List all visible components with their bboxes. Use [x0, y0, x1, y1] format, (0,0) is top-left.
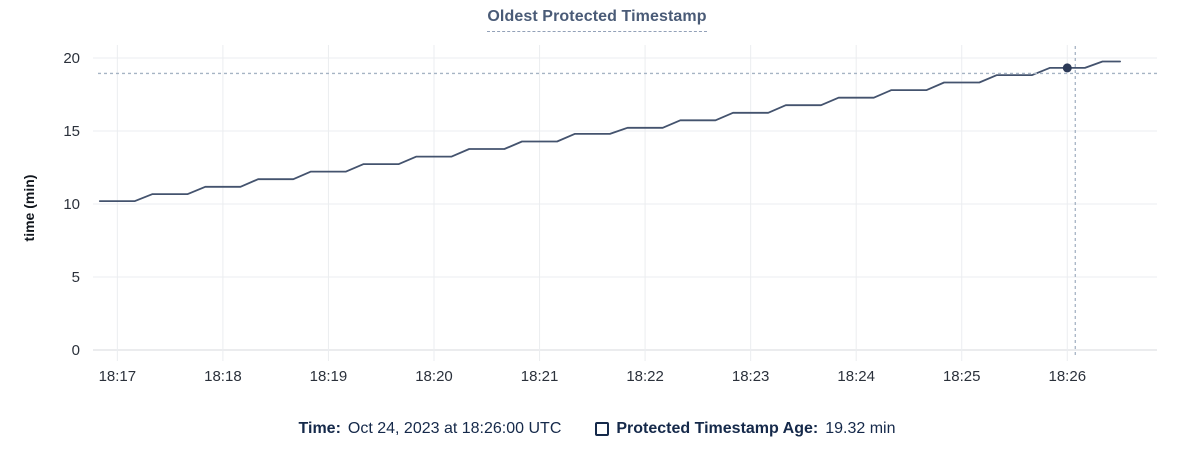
hover-point-dot [1062, 63, 1072, 73]
x-tick-label: 18:21 [521, 368, 559, 385]
y-tick-label: 15 [63, 123, 80, 140]
series-swatch-square-icon[interactable] [595, 422, 610, 436]
series-label: Protected Timestamp Age: [616, 420, 819, 437]
x-tick-label: 18:24 [837, 368, 875, 385]
x-tick-label: 18:25 [943, 368, 981, 385]
x-tick-label: 18:17 [99, 368, 137, 385]
chart-tooltip-legend: Time: Oct 24, 2023 at 18:26:00 UTC Prote… [0, 420, 1194, 438]
line-chart[interactable]: 0 5 10 15 20 18:17 18:18 18:19 18:20 18:21 18:22 18… [0, 0, 1194, 400]
series-line [98, 60, 1121, 203]
y-tick-label: 5 [72, 269, 80, 286]
x-tick-label: 18:26 [1049, 368, 1087, 385]
x-tick-label: 18:23 [732, 368, 770, 385]
x-tick-label: 18:18 [204, 368, 242, 385]
chart-title-row: Oldest Protected Timestamp [0, 8, 1194, 32]
y-tick-label: 0 [72, 342, 80, 359]
y-tick-label: 20 [63, 50, 80, 67]
y-tick-label: 10 [63, 196, 80, 213]
series-value: 19.32 min [825, 420, 896, 437]
x-tick-label: 18:22 [626, 368, 664, 385]
y-axis-label: time (min) [21, 174, 37, 242]
x-tick-label: 18:20 [415, 368, 453, 385]
chart-title[interactable]: Oldest Protected Timestamp [487, 8, 707, 32]
x-tick-label: 18:19 [310, 368, 348, 385]
time-label: Time: [298, 420, 341, 437]
time-value: Oct 24, 2023 at 18:26:00 UTC [347, 420, 562, 437]
